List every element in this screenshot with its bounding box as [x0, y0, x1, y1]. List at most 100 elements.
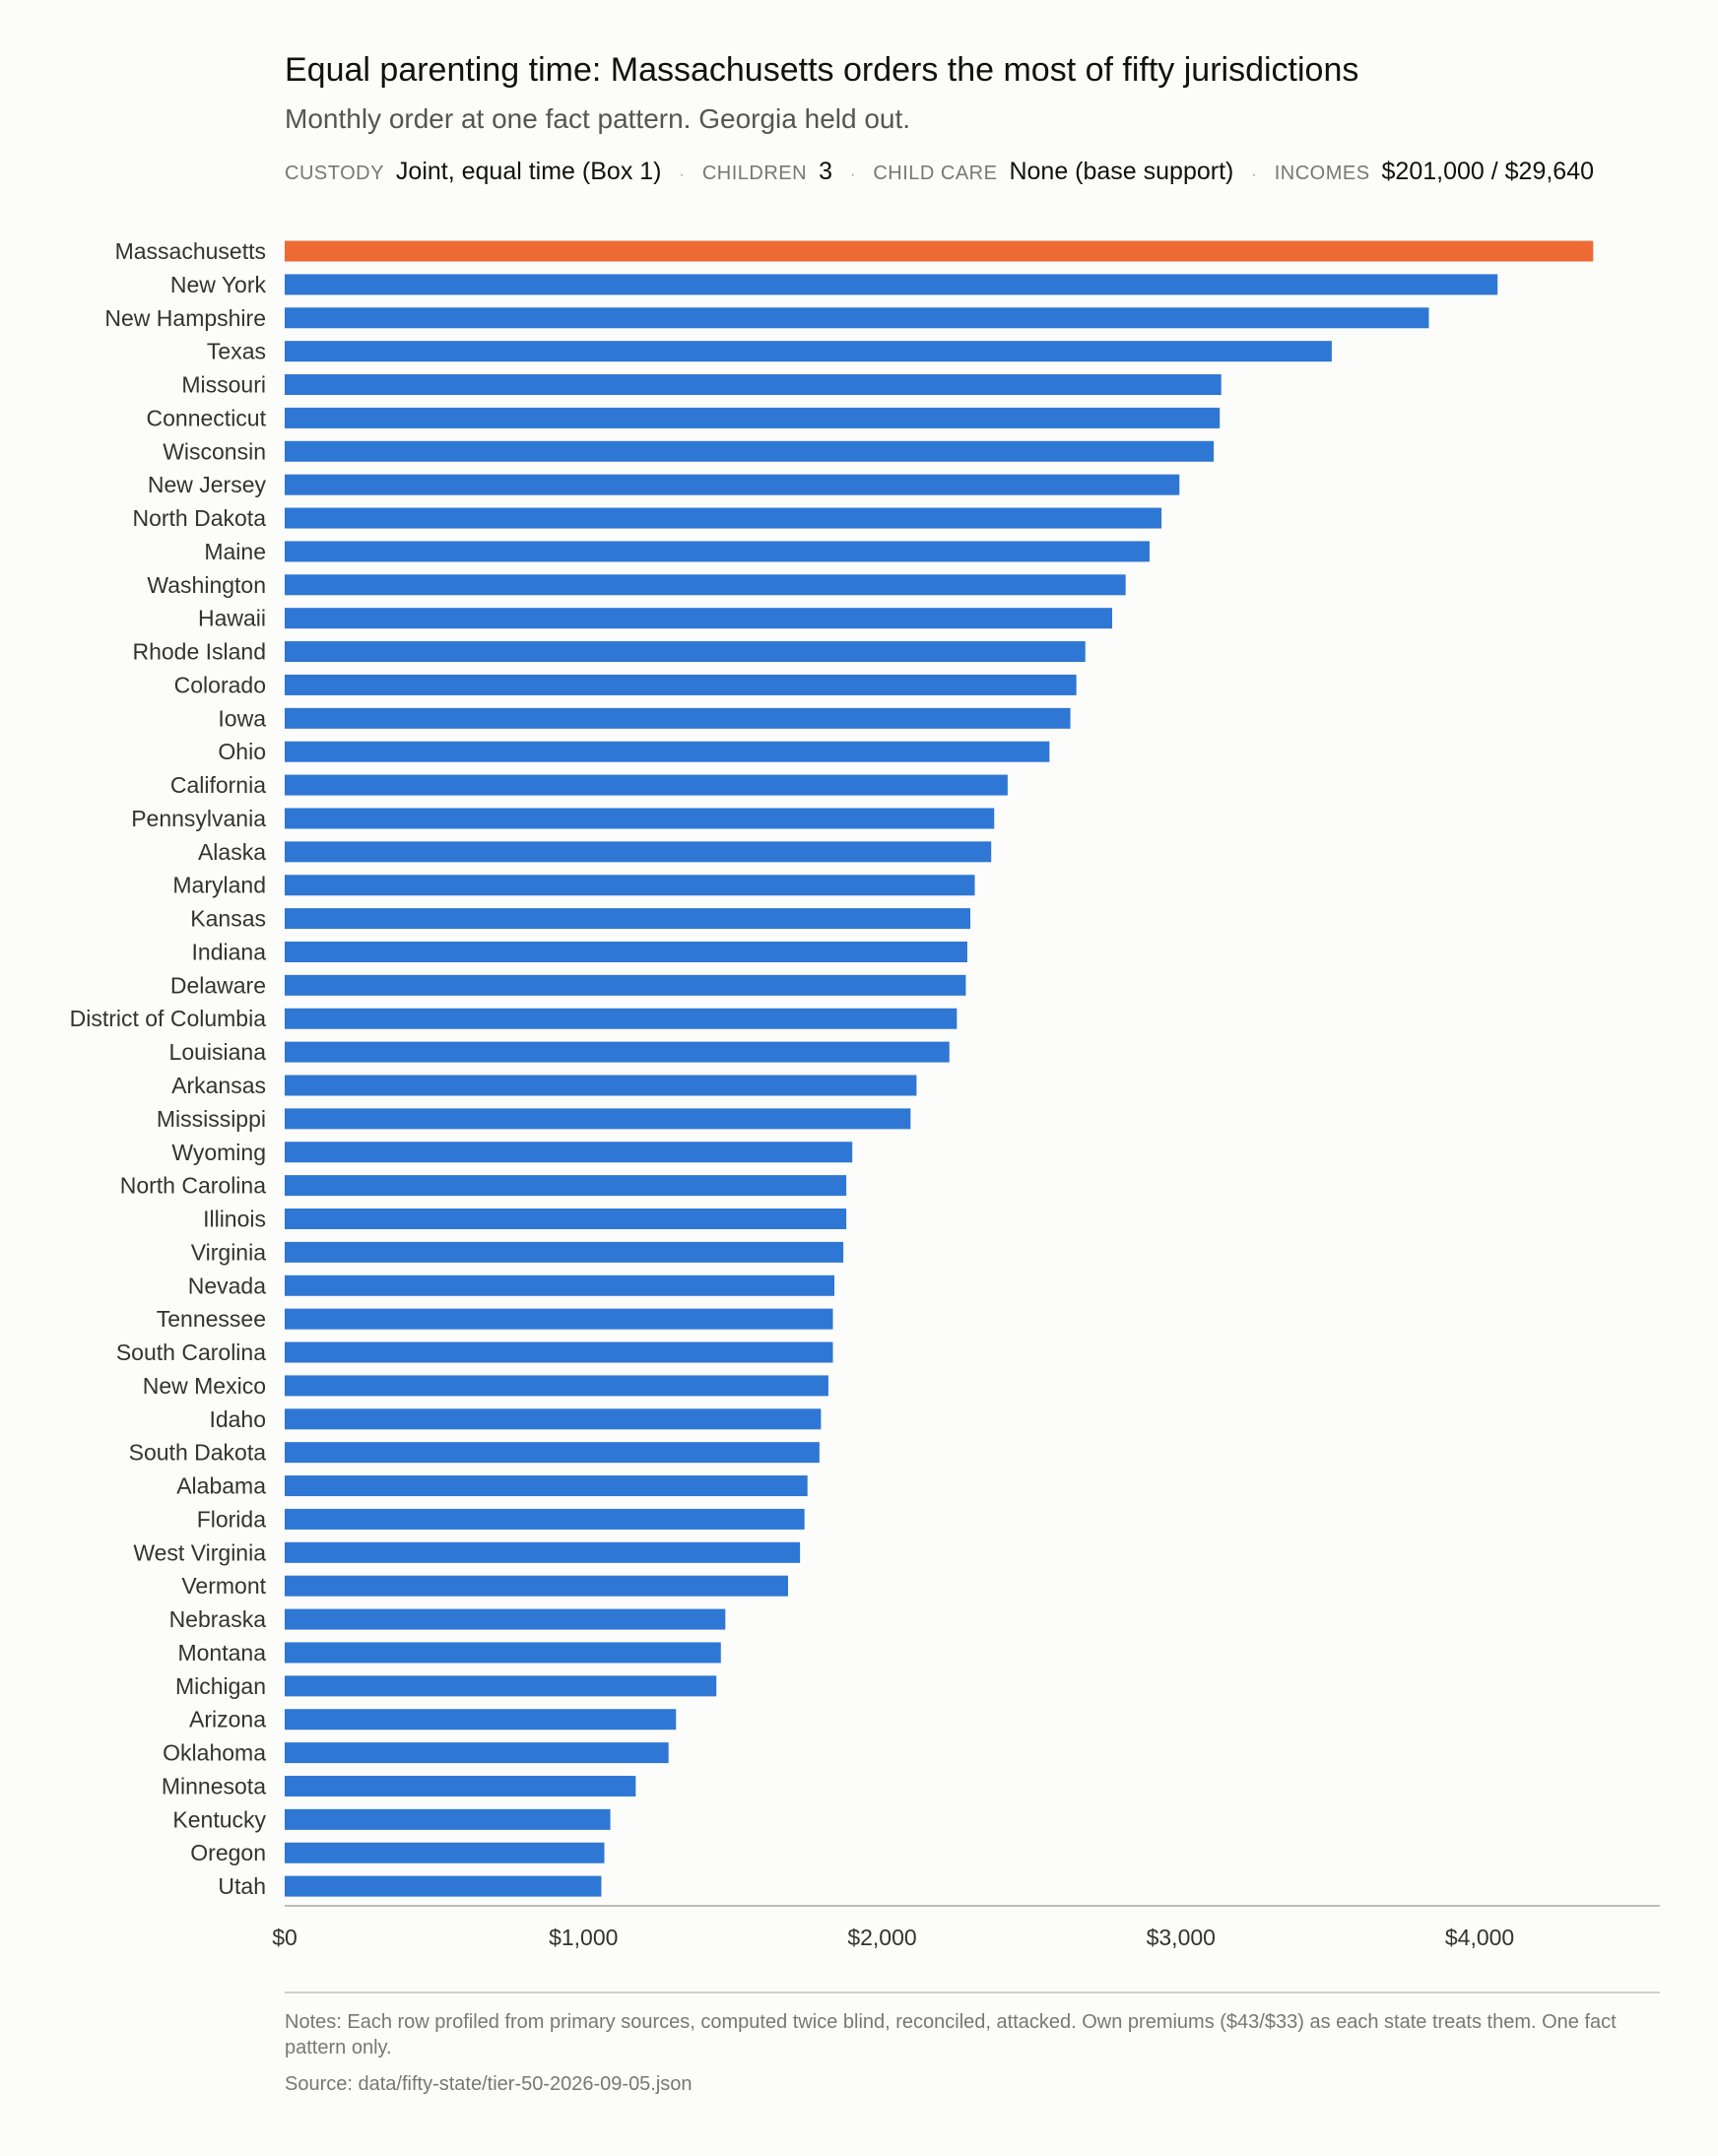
- x-tick-label: $2,000: [847, 1925, 916, 1950]
- bar: [285, 1274, 834, 1296]
- category-label: Idaho: [209, 1406, 266, 1432]
- bar: [285, 440, 1215, 462]
- category-label: Alabama: [176, 1473, 266, 1499]
- bar: [285, 1475, 808, 1497]
- bar: [285, 1375, 828, 1397]
- bar: [285, 1575, 788, 1597]
- bar: [285, 1508, 805, 1530]
- bar: [285, 774, 1008, 796]
- category-label: North Carolina: [120, 1173, 266, 1199]
- category-label: Arkansas: [171, 1073, 266, 1098]
- category-label: Arizona: [189, 1707, 266, 1732]
- bar: [285, 908, 970, 930]
- category-label: Mississippi: [157, 1106, 266, 1132]
- bar: [285, 974, 966, 996]
- category-label: Delaware: [170, 972, 266, 998]
- meta-separator: ·: [679, 166, 685, 183]
- bar: [285, 1142, 853, 1163]
- category-label: Maryland: [172, 873, 266, 898]
- x-tick-label: $3,000: [1147, 1925, 1216, 1950]
- bar: [285, 875, 975, 896]
- category-label: Michigan: [175, 1673, 266, 1699]
- footer-divider: [285, 1992, 1660, 1993]
- children-label: CHILDREN: [701, 163, 808, 184]
- bar: [285, 541, 1150, 562]
- bar: [285, 407, 1221, 428]
- category-label: Florida: [197, 1506, 267, 1532]
- bar: [285, 1842, 605, 1863]
- bar: [285, 240, 1594, 262]
- bar: [285, 1742, 669, 1764]
- childcare-label: CHILD CARE: [873, 163, 998, 184]
- category-label: Oregon: [190, 1840, 266, 1865]
- bar: [285, 1341, 833, 1363]
- custody-value: Joint, equal time (Box 1): [395, 158, 662, 185]
- category-label: Montana: [177, 1640, 266, 1666]
- chart-title: Equal parenting time: Massachusetts orde…: [285, 51, 1359, 89]
- bar: [285, 941, 967, 962]
- bar: [285, 707, 1071, 729]
- category-label: North Dakota: [132, 505, 266, 531]
- bar: [285, 1642, 721, 1664]
- category-label: Washington: [147, 572, 266, 598]
- bar: [285, 1108, 911, 1130]
- bar: [285, 1241, 844, 1263]
- category-label: New Hampshire: [104, 305, 266, 331]
- bar: [285, 374, 1222, 396]
- bar: [285, 1209, 847, 1230]
- category-label: Louisiana: [169, 1039, 267, 1065]
- bar: [285, 1709, 677, 1731]
- bar: [285, 1308, 833, 1330]
- bar: [285, 1041, 950, 1063]
- incomes-value: $201,000 / $29,640: [1381, 158, 1595, 185]
- category-label: West Virginia: [133, 1539, 266, 1565]
- category-label: Missouri: [181, 372, 266, 398]
- childcare-value: None (base support): [1009, 158, 1234, 185]
- category-label: Texas: [207, 339, 266, 364]
- category-label: Nebraska: [169, 1606, 267, 1632]
- bar: [285, 608, 1113, 629]
- chart-source: Source: data/fifty-state/tier-50-2026-09…: [285, 2073, 693, 2095]
- category-label: Wyoming: [171, 1140, 266, 1165]
- bar: [285, 741, 1050, 762]
- category-label: Rhode Island: [132, 639, 266, 665]
- bar: [285, 1075, 917, 1096]
- fact-pattern-bar: CUSTODY Joint, equal time (Box 1) · CHIL…: [285, 158, 1594, 186]
- category-label: Kansas: [190, 906, 266, 932]
- meta-separator: ·: [849, 166, 856, 183]
- bar: [285, 1608, 726, 1630]
- bar: [285, 341, 1332, 362]
- category-label: Nevada: [188, 1273, 266, 1298]
- bar: [285, 1408, 822, 1430]
- bar: [285, 307, 1429, 329]
- category-label: Massachusetts: [115, 238, 266, 264]
- bar: [285, 274, 1498, 295]
- category-label: Alaska: [198, 839, 266, 865]
- bar: [285, 841, 992, 863]
- category-label: Maine: [204, 539, 266, 564]
- category-label: South Carolina: [116, 1339, 266, 1365]
- bar: [285, 574, 1126, 596]
- category-label: Virginia: [191, 1239, 266, 1265]
- chart-notes: Notes: Each row profiled from primary so…: [285, 2011, 1617, 2058]
- bar: [285, 674, 1077, 695]
- category-label: Kentucky: [172, 1806, 266, 1832]
- category-label: New Jersey: [148, 472, 267, 497]
- category-label: Tennessee: [157, 1306, 266, 1332]
- category-label: District of Columbia: [70, 1006, 267, 1031]
- category-label: Vermont: [181, 1573, 266, 1599]
- bar: [285, 507, 1162, 529]
- category-label: New York: [170, 272, 267, 297]
- category-label: Minnesota: [162, 1773, 266, 1798]
- x-tick-label: $4,000: [1445, 1925, 1514, 1950]
- meta-separator: ·: [1251, 166, 1257, 183]
- chart-subtitle: Monthly order at one fact pattern. Georg…: [285, 103, 911, 134]
- children-value: 3: [819, 158, 832, 185]
- category-label: Indiana: [192, 939, 267, 964]
- bar: [285, 1541, 801, 1563]
- bar-chart: Massachusetts New York New Hampshire Texas M…: [70, 238, 1660, 1950]
- x-tick-label: $0: [272, 1925, 297, 1950]
- category-label: Illinois: [203, 1207, 266, 1232]
- category-label: Colorado: [174, 672, 266, 697]
- category-label: Connecticut: [147, 405, 267, 430]
